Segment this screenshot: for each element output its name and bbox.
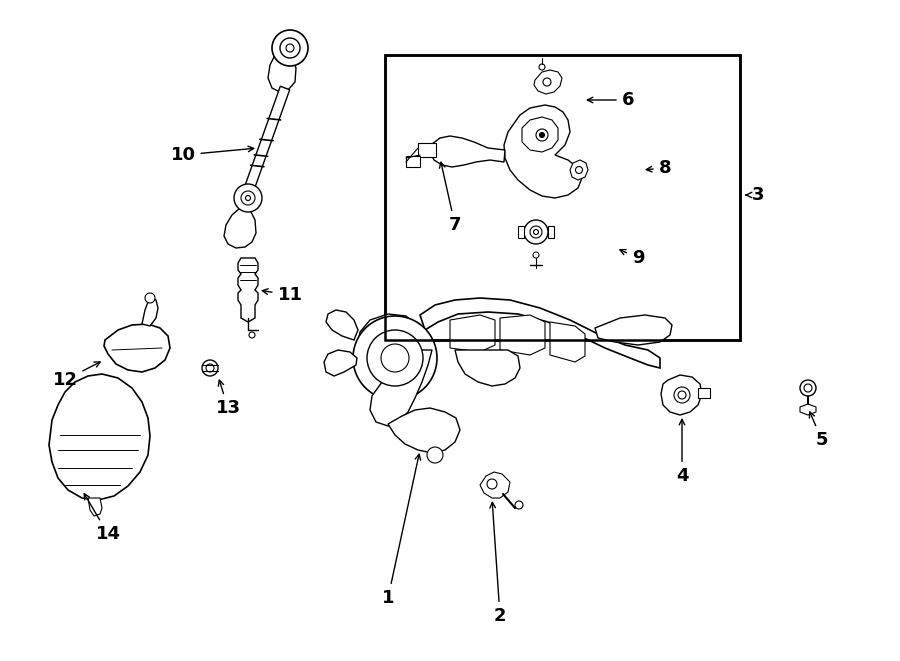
Polygon shape: [430, 136, 505, 167]
Circle shape: [367, 330, 423, 386]
Circle shape: [674, 387, 690, 403]
Circle shape: [272, 30, 308, 66]
Circle shape: [515, 501, 523, 509]
Polygon shape: [142, 298, 158, 326]
Polygon shape: [324, 350, 357, 376]
Circle shape: [534, 229, 538, 235]
Circle shape: [241, 191, 255, 205]
Circle shape: [353, 316, 437, 400]
Circle shape: [524, 220, 548, 244]
Polygon shape: [480, 472, 510, 498]
Circle shape: [678, 391, 686, 399]
Circle shape: [286, 44, 294, 52]
Polygon shape: [455, 350, 520, 386]
Circle shape: [487, 479, 497, 489]
Polygon shape: [370, 350, 432, 426]
Circle shape: [427, 447, 443, 463]
Text: 12: 12: [52, 362, 100, 389]
Text: 2: 2: [490, 502, 506, 625]
Polygon shape: [224, 208, 256, 248]
Polygon shape: [49, 374, 150, 500]
Polygon shape: [104, 324, 170, 372]
Text: 6: 6: [588, 91, 634, 109]
Circle shape: [246, 196, 250, 200]
Polygon shape: [504, 105, 582, 198]
Circle shape: [533, 252, 539, 258]
Circle shape: [206, 364, 214, 372]
Bar: [698, 388, 710, 398]
Polygon shape: [800, 404, 816, 415]
Polygon shape: [550, 322, 585, 362]
Circle shape: [530, 226, 542, 238]
Polygon shape: [420, 298, 660, 368]
Polygon shape: [534, 70, 562, 94]
Text: 5: 5: [809, 412, 828, 449]
Polygon shape: [243, 86, 290, 194]
Polygon shape: [238, 258, 258, 322]
Text: 11: 11: [262, 286, 302, 304]
Text: 10: 10: [170, 146, 254, 164]
Circle shape: [202, 360, 218, 376]
Circle shape: [543, 78, 551, 86]
Bar: [418, 143, 436, 157]
Circle shape: [800, 380, 816, 396]
Circle shape: [249, 332, 255, 338]
Circle shape: [536, 129, 548, 141]
Circle shape: [539, 64, 545, 70]
Polygon shape: [570, 160, 588, 180]
Polygon shape: [595, 315, 672, 345]
Circle shape: [575, 167, 582, 173]
Bar: [406, 156, 420, 167]
Circle shape: [234, 184, 262, 212]
Circle shape: [804, 384, 812, 392]
Text: 3: 3: [746, 186, 764, 204]
Polygon shape: [88, 498, 102, 516]
Polygon shape: [522, 117, 558, 152]
Polygon shape: [661, 375, 702, 415]
Circle shape: [539, 132, 544, 137]
Polygon shape: [388, 408, 460, 453]
Circle shape: [280, 38, 300, 58]
Text: 9: 9: [620, 249, 644, 267]
Polygon shape: [548, 226, 554, 238]
Circle shape: [145, 293, 155, 303]
Polygon shape: [268, 55, 296, 92]
Polygon shape: [357, 314, 424, 378]
Polygon shape: [326, 310, 358, 340]
Text: 14: 14: [85, 494, 121, 543]
Polygon shape: [500, 315, 545, 355]
Text: 13: 13: [215, 380, 240, 417]
Circle shape: [381, 344, 409, 372]
Text: 4: 4: [676, 419, 688, 485]
Polygon shape: [518, 226, 524, 238]
Polygon shape: [450, 315, 495, 352]
Text: 1: 1: [382, 454, 420, 607]
Bar: [385, 55, 740, 340]
Text: 8: 8: [646, 159, 671, 177]
Text: 7: 7: [439, 162, 461, 234]
Bar: [385, 55, 740, 340]
